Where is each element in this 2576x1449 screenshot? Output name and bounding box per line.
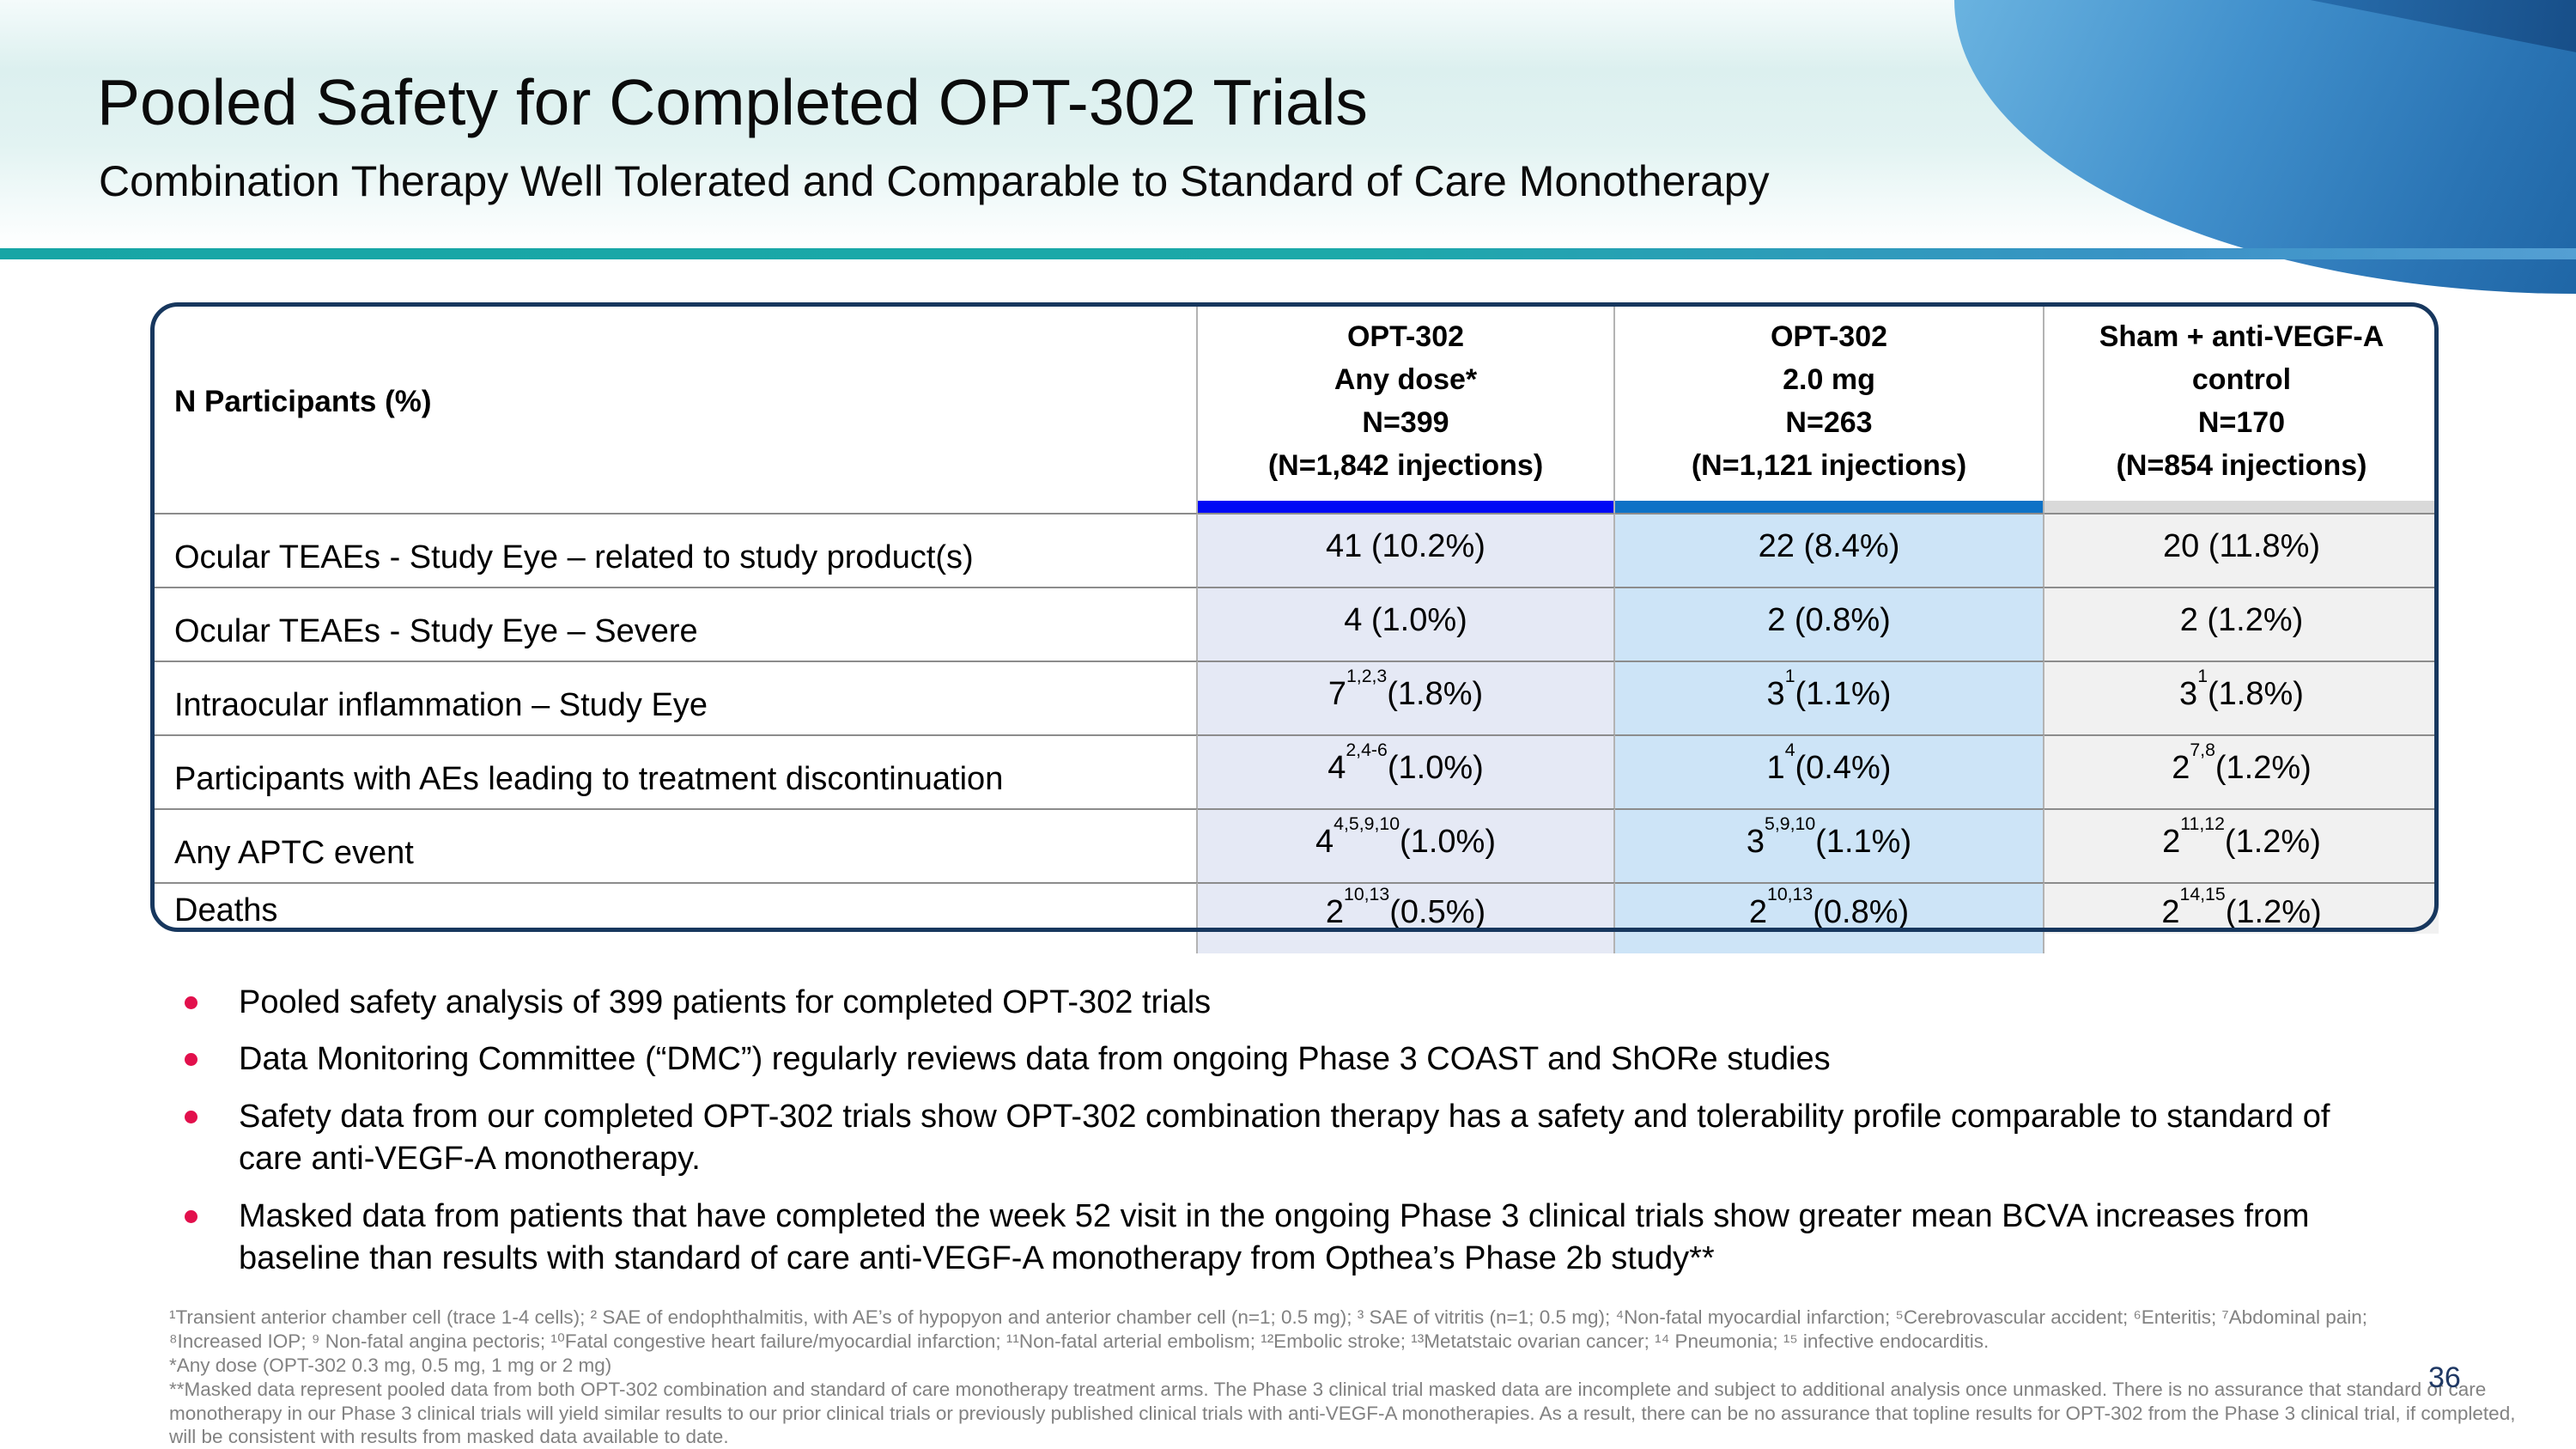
table-header-text: OPT-302 Any dose* N=399 (N=1,842 injecti… <box>1267 320 1544 482</box>
table-cell: 4 (1.0%) <box>1198 587 1615 661</box>
table-cell: 2 14,15 (1.2%) <box>2044 882 2439 953</box>
safety-table: N Participants (%) OPT-302 Any dose* N=3… <box>150 302 2439 953</box>
table-cell: 2 11,12 (1.2%) <box>2044 808 2439 882</box>
slide-title: Pooled Safety for Completed OPT-302 Tria… <box>97 66 1368 138</box>
page-number: 36 <box>2428 1361 2461 1394</box>
table-cell: 20 (11.8%) <box>2044 513 2439 587</box>
bullet-text: Masked data from patients that have comp… <box>239 1197 2310 1276</box>
header-underline-2mg <box>1615 501 2044 513</box>
bullet-text: Safety data from our completed OPT-302 t… <box>239 1098 2330 1178</box>
row-label: Intraocular inflammation – Study Eye <box>150 661 1198 734</box>
row-label: Any APTC event <box>150 808 1198 882</box>
table-header-opt302-any-dose: OPT-302 Any dose* N=399 (N=1,842 injecti… <box>1198 302 1615 501</box>
header-underline-spacer <box>150 501 1198 513</box>
bullet-text: Pooled safety analysis of 399 patients f… <box>239 984 1212 1020</box>
table-cell: 4 2,4-6 (1.0%) <box>1198 734 1615 808</box>
table-cell: 2 10,13 (0.5%) <box>1198 882 1615 953</box>
table-header-participants: N Participants (%) <box>150 302 1198 501</box>
footnote-line: **Masked data represent pooled data from… <box>169 1378 2487 1400</box>
row-label: Ocular TEAEs - Study Eye – related to st… <box>150 513 1198 587</box>
footnotes: ¹Transient anterior chamber cell (trace … <box>169 1306 2515 1449</box>
bullet-dot-icon <box>185 1053 197 1067</box>
footnote-line: ¹Transient anterior chamber cell (trace … <box>169 1306 2368 1328</box>
table-cell: 2 10,13 (0.8%) <box>1615 882 2044 953</box>
table-cell: 22 (8.4%) <box>1615 513 2044 587</box>
bullet-list: Pooled safety analysis of 399 patients f… <box>185 982 2486 1294</box>
table-cell: 4 4,5,9,10 (1.0%) <box>1198 808 1615 882</box>
accent-divider-bar <box>0 248 2576 259</box>
table-cell: 41 (10.2%) <box>1198 513 1615 587</box>
table-header-opt302-2mg: OPT-302 2.0 mg N=263 (N=1,121 injections… <box>1615 302 2044 501</box>
footnote-line: ⁸Increased IOP; ⁹ Non-fatal angina pecto… <box>169 1330 1990 1352</box>
header-underline-sham <box>2044 501 2439 513</box>
table-cell: 2 (1.2%) <box>2044 587 2439 661</box>
bullet-dot-icon <box>185 1209 197 1223</box>
table-cell: 7 1,2,3 (1.8%) <box>1198 661 1615 734</box>
table-cell: 3 5,9,10 (1.1%) <box>1615 808 2044 882</box>
footnote-line: monotherapy in our Phase 3 clinical tria… <box>169 1402 2516 1424</box>
footnote-line: *Any dose (OPT-302 0.3 mg, 0.5 mg, 1 mg … <box>169 1354 612 1376</box>
bullet-item: Pooled safety analysis of 399 patients f… <box>185 982 2486 1024</box>
table-cell: 2 7,8 (1.2%) <box>2044 734 2439 808</box>
footnote-line: will be consistent with results from mas… <box>169 1426 729 1448</box>
bullet-item: Data Monitoring Committee (“DMC”) regula… <box>185 1038 2486 1081</box>
row-label: Participants with AEs leading to treatme… <box>150 734 1198 808</box>
bullet-item: Masked data from patients that have comp… <box>185 1196 2486 1281</box>
row-label: Ocular TEAEs - Study Eye – Severe <box>150 587 1198 661</box>
table-header-text: OPT-302 2.0 mg N=263 (N=1,121 injections… <box>1691 320 1967 482</box>
table-header-sham-control: Sham + anti-VEGF-A control N=170 (N=854 … <box>2044 302 2439 501</box>
row-label: Deaths <box>150 882 1198 953</box>
bullet-dot-icon <box>185 1110 197 1123</box>
header-underline-anydose <box>1198 501 1615 513</box>
table-header-text: Sham + anti-VEGF-A control N=170 (N=854 … <box>2099 320 2385 482</box>
bullet-item: Safety data from our completed OPT-302 t… <box>185 1096 2486 1181</box>
slide-subtitle: Combination Therapy Well Tolerated and C… <box>99 157 1770 205</box>
bullet-dot-icon <box>185 996 197 1009</box>
table-cell: 2 (0.8%) <box>1615 587 2044 661</box>
bullet-text: Data Monitoring Committee (“DMC”) regula… <box>239 1041 1831 1078</box>
